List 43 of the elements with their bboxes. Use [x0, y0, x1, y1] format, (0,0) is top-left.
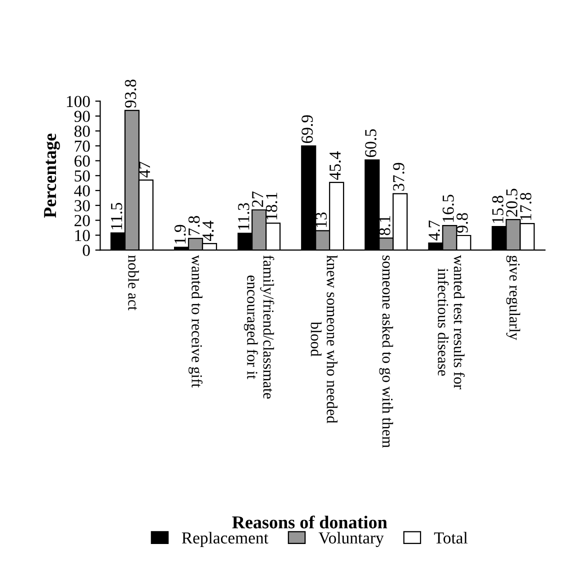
- y-tick-label: 30: [74, 200, 90, 212]
- x-tick-label: wanted test results for infectious disease: [438, 254, 465, 390]
- x-tick-label: give regularly: [506, 256, 520, 340]
- x-tick-label: someone asked to go with them: [379, 256, 394, 448]
- y-tick-label: 90: [74, 110, 90, 122]
- data-label: 4.7: [428, 220, 440, 241]
- legend-label: Total: [434, 532, 468, 544]
- data-label: 18.1: [266, 192, 278, 220]
- y-tick-label: 80: [74, 126, 90, 137]
- data-label: 27: [252, 191, 264, 207]
- data-label: 17.8: [520, 192, 532, 220]
- data-label: 1.9: [174, 224, 186, 244]
- data-label: 11.3: [238, 203, 250, 230]
- data-label: 13: [316, 212, 327, 228]
- y-tick-label: 0: [82, 244, 90, 256]
- y-tick-label: 10: [75, 230, 90, 242]
- data-label: 4.4: [202, 220, 214, 241]
- legend-label: Replacement: [182, 532, 268, 547]
- x-tick-label: wanted to receive gift: [188, 254, 203, 388]
- y-tick-label: 20: [74, 215, 90, 226]
- data-label: 69.9: [302, 115, 313, 144]
- x-axis-title: Reasons of donation: [232, 516, 388, 528]
- data-label: 11.5: [111, 202, 122, 230]
- data-label: 15.8: [492, 196, 504, 223]
- data-label: 45.4: [330, 151, 341, 180]
- data-label: 9.8: [456, 213, 468, 233]
- data-label: 7.8: [188, 216, 200, 236]
- y-tick-label: 100: [66, 96, 90, 108]
- data-label: 37.9: [393, 162, 404, 191]
- x-tick-label: knew someone who needed blood: [310, 255, 338, 424]
- y-tick-label: 70: [74, 140, 90, 152]
- legend-label: Voluntary: [318, 532, 384, 547]
- data-label: 20.5: [506, 188, 518, 217]
- y-tick-label: 60: [74, 155, 90, 167]
- y-tick-label: 40: [74, 185, 90, 196]
- data-label: 93.8: [124, 80, 136, 108]
- x-tick-label: noble act: [128, 255, 139, 310]
- data-label: 16.5: [442, 194, 454, 222]
- data-label: 8.1: [379, 216, 390, 236]
- x-tick-label: family/friend/classmate encouraged for it: [244, 255, 274, 399]
- y-axis-title: Percentage: [44, 134, 60, 218]
- y-tick-label: 50: [74, 170, 90, 182]
- data-label: 60.5: [365, 129, 376, 158]
